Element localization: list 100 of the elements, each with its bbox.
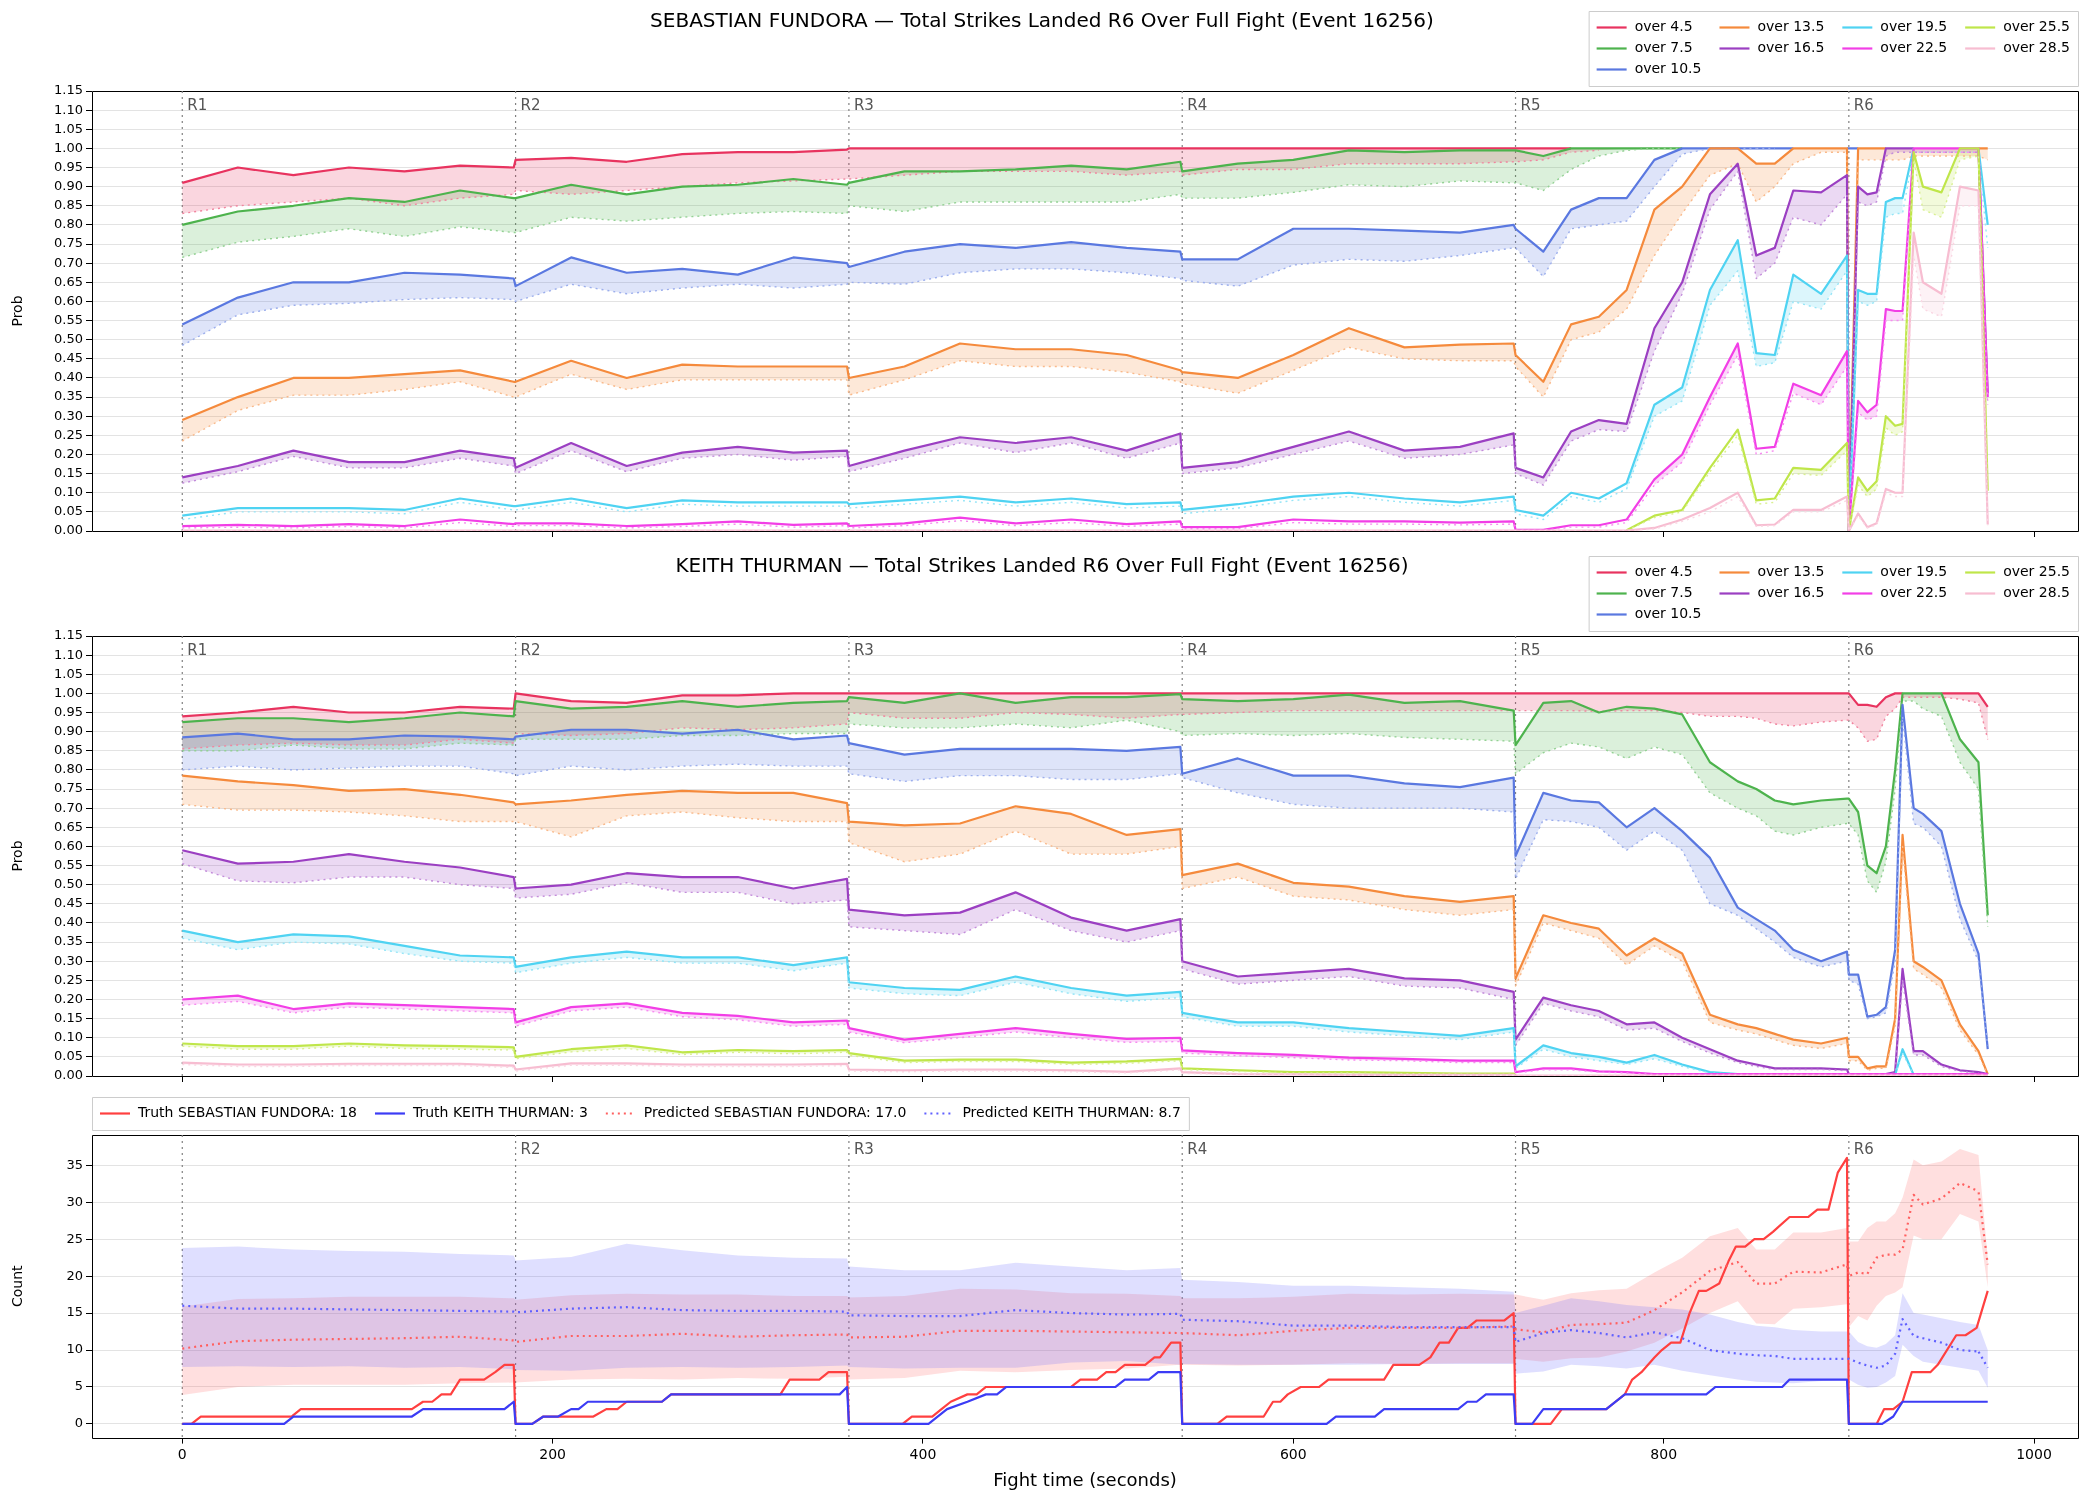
- y-tick-label: 0.70: [54, 799, 83, 815]
- y-tick-label: 0.25: [54, 426, 83, 442]
- y-tick-label: 30: [66, 1193, 83, 1209]
- y-tick-label: 25: [66, 1230, 83, 1246]
- y-tick-label: 0.95: [54, 703, 83, 719]
- y-tick-label: 0.10: [54, 1029, 83, 1045]
- y-tick-label: 0: [74, 1415, 83, 1431]
- ref-line-label: R3: [853, 1140, 874, 1159]
- legend-label: over 19.5: [1880, 563, 1948, 580]
- y-tick-label: 1.10: [54, 646, 83, 662]
- ref-line-label: R1: [187, 641, 208, 660]
- y-tick-label: 1.05: [54, 120, 83, 136]
- legend-label: over 28.5: [2003, 39, 2070, 56]
- y-tick-label: 0.65: [54, 818, 83, 834]
- y-tick-label: 0.00: [54, 522, 83, 538]
- ref-line-label: R6: [1853, 1140, 1874, 1159]
- y-tick-label: 1.15: [54, 627, 83, 643]
- y-tick-label: 0.80: [54, 216, 83, 232]
- y-tick-label: 0.35: [54, 388, 83, 404]
- y-axis-title: Count: [9, 1265, 26, 1308]
- ref-line-label: R3: [853, 96, 874, 115]
- legend-label: over 13.5: [1757, 18, 1825, 35]
- y-tick-label: 0.95: [54, 158, 83, 174]
- legend-label: over 22.5: [1880, 584, 1948, 601]
- y-tick-label: 0.60: [54, 292, 83, 308]
- legend-label: over 7.5: [1634, 584, 1693, 601]
- ref-line-label: R2: [520, 96, 541, 115]
- y-tick-label: 0.00: [54, 1067, 83, 1083]
- legend-label: over 10.5: [1634, 60, 1702, 77]
- y-tick-label: 35: [66, 1156, 83, 1172]
- y-tick-label: 0.90: [54, 723, 83, 739]
- y-tick-label: 0.50: [54, 876, 83, 892]
- y-tick-label: 0.20: [54, 445, 83, 461]
- y-tick-label: 15: [66, 1304, 83, 1320]
- legend-label: Truth KEITH THURMAN: 3: [411, 1104, 588, 1121]
- ref-line-label: R4: [1187, 96, 1208, 115]
- legend-label: over 22.5: [1880, 39, 1948, 56]
- y-tick-label: 0.70: [54, 254, 83, 270]
- legend-label: over 25.5: [2003, 563, 2070, 580]
- y-tick-label: 1.00: [54, 684, 83, 700]
- y-tick-label: 0.50: [54, 331, 83, 347]
- y-axis-title: Prob: [9, 840, 26, 872]
- y-tick-label: 0.35: [54, 933, 83, 949]
- y-axis-title: Prob: [9, 295, 26, 327]
- legend-label: over 13.5: [1757, 563, 1825, 580]
- y-tick-label: 0.75: [54, 235, 83, 251]
- ref-line-label: R3: [853, 641, 874, 660]
- y-tick-label: 1.00: [54, 139, 83, 155]
- y-tick-label: 0.90: [54, 178, 83, 194]
- y-tick-label: 0.30: [54, 407, 83, 423]
- ref-line-label: R6: [1853, 641, 1874, 660]
- legend-label: Predicted KEITH THURMAN: 8.7: [962, 1104, 1181, 1121]
- legend-label: over 25.5: [2003, 18, 2070, 35]
- y-tick-label: 0.75: [54, 780, 83, 796]
- y-tick-label: 0.10: [54, 484, 83, 500]
- y-tick-label: 0.40: [54, 914, 83, 930]
- y-tick-label: 0.55: [54, 311, 83, 327]
- ref-line-label: R6: [1853, 96, 1874, 115]
- y-tick-label: 0.40: [54, 369, 83, 385]
- y-tick-label: 0.60: [54, 837, 83, 853]
- y-tick-label: 20: [66, 1267, 83, 1283]
- x-tick-label: 400: [909, 1445, 937, 1462]
- y-tick-label: 0.45: [54, 350, 83, 366]
- legend-label: over 19.5: [1880, 18, 1948, 35]
- y-tick-label: 0.15: [54, 1009, 83, 1025]
- y-tick-label: 5: [74, 1378, 83, 1394]
- legend-label: over 16.5: [1757, 584, 1825, 601]
- y-tick-label: 0.85: [54, 742, 83, 758]
- y-tick-label: 1.10: [54, 101, 83, 117]
- x-tick-label: 1000: [2016, 1445, 2052, 1462]
- y-tick-label: 0.30: [54, 952, 83, 968]
- legend-label: over 7.5: [1634, 39, 1693, 56]
- y-tick-label: 0.55: [54, 856, 83, 872]
- chart-title: SEBASTIAN FUNDORA — Total Strikes Landed R6 Over Full Fight (Event 16256): [650, 8, 1434, 33]
- ref-line-label: R1: [187, 96, 208, 115]
- x-tick-label: 600: [1279, 1445, 1307, 1462]
- y-tick-label: 10: [66, 1341, 83, 1357]
- x-tick-label: 200: [539, 1445, 566, 1462]
- ref-line-label: R2: [520, 1140, 541, 1159]
- x-tick-label: 0: [177, 1445, 187, 1462]
- ref-line-label: R5: [1520, 641, 1541, 660]
- x-tick-label: 800: [1650, 1445, 1678, 1462]
- legend-label: Predicted SEBASTIAN FUNDORA: 17.0: [643, 1104, 907, 1121]
- y-tick-label: 0.85: [54, 197, 83, 213]
- y-tick-label: 0.20: [54, 990, 83, 1006]
- y-tick-label: 0.80: [54, 761, 83, 777]
- chart-title: KEITH THURMAN — Total Strikes Landed R6 Over Full Fight (Event 16256): [675, 553, 1409, 578]
- y-tick-label: 1.05: [54, 665, 83, 681]
- y-tick-label: 0.05: [54, 1048, 83, 1064]
- y-tick-label: 0.05: [54, 503, 83, 519]
- ref-line-label: R5: [1520, 96, 1541, 115]
- legend-label: over 4.5: [1634, 563, 1693, 580]
- legend-label: over 28.5: [2003, 584, 2070, 601]
- legend-label: over 10.5: [1634, 605, 1702, 622]
- y-tick-label: 0.65: [54, 273, 83, 289]
- ref-line-label: R2: [520, 641, 541, 660]
- legend-label: over 16.5: [1757, 39, 1825, 56]
- legend-label: over 4.5: [1634, 18, 1693, 35]
- y-tick-label: 0.45: [54, 895, 83, 911]
- ref-line-label: R4: [1187, 641, 1208, 660]
